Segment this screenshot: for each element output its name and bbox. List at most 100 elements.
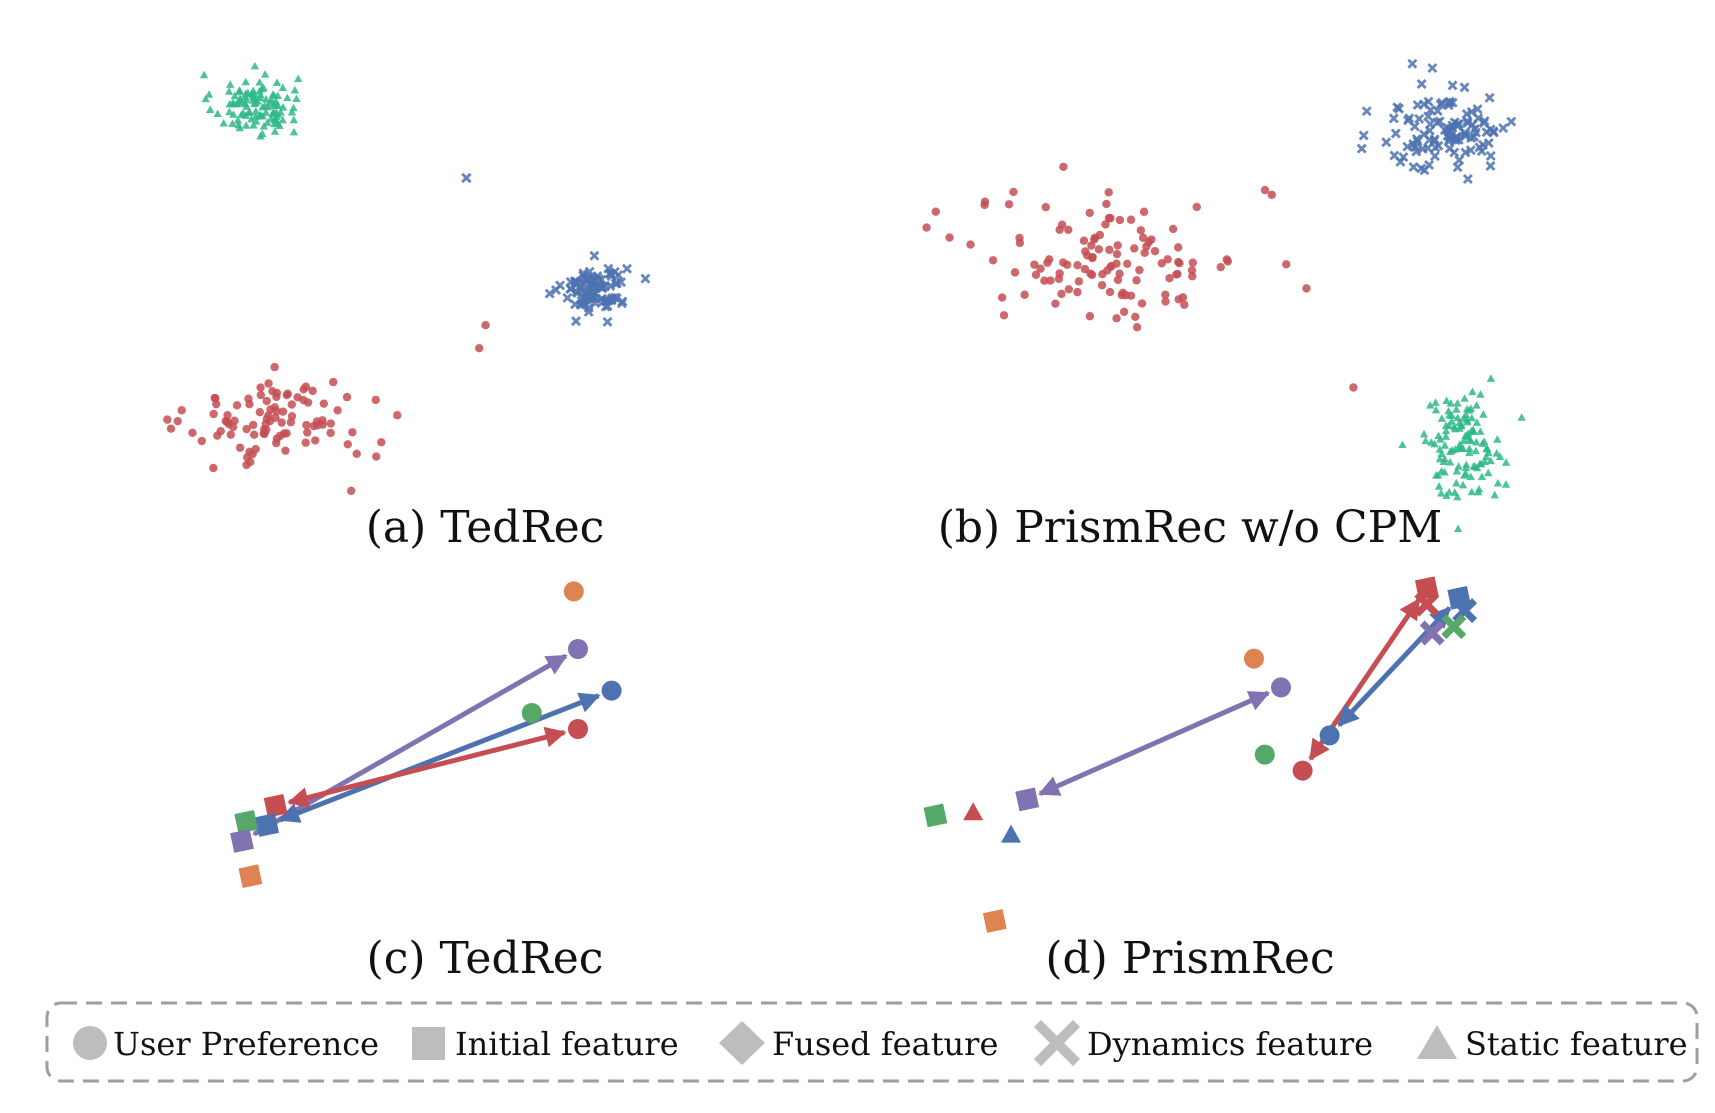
cluster-point <box>1123 259 1132 269</box>
cluster-point <box>289 115 299 124</box>
cluster-point <box>1440 454 1449 463</box>
cluster-point <box>602 316 613 327</box>
cluster-point <box>260 70 270 78</box>
caption-c: (c) TedRec <box>367 933 604 984</box>
cluster-point <box>1465 145 1476 156</box>
cluster-point <box>333 406 342 415</box>
cluster-point <box>1113 241 1122 250</box>
cluster-point <box>1450 488 1460 496</box>
cluster-point <box>1087 241 1096 250</box>
data-point <box>238 864 263 889</box>
cluster-point <box>1492 449 1501 457</box>
cluster-point <box>270 362 279 372</box>
cluster-point <box>1425 401 1435 409</box>
cluster-point <box>1484 92 1495 103</box>
cluster-point <box>251 98 261 107</box>
cluster-point <box>252 117 261 125</box>
cluster-point <box>226 80 235 88</box>
cluster-point <box>228 119 237 127</box>
cluster-point <box>290 85 300 94</box>
cluster-point <box>1020 290 1029 299</box>
cluster-point <box>1101 220 1110 229</box>
cluster-point <box>1157 259 1166 268</box>
cluster-point <box>1484 448 1493 456</box>
cluster-point <box>311 436 320 445</box>
cluster-point <box>590 293 601 304</box>
cluster-point <box>1475 459 1485 468</box>
cluster-point <box>261 108 271 116</box>
cluster-point <box>1131 312 1140 322</box>
cluster-point <box>1435 99 1446 110</box>
data-point <box>963 802 984 821</box>
cluster-point <box>372 452 381 461</box>
caption-a: (a) TedRec <box>366 502 605 553</box>
cluster-point <box>1421 436 1430 445</box>
cluster-point <box>1107 261 1116 271</box>
cluster-point <box>243 453 252 462</box>
cluster-point <box>1216 262 1225 272</box>
cluster-point <box>259 121 269 130</box>
cluster-point <box>1094 245 1104 254</box>
cluster-point <box>1059 162 1068 172</box>
cluster-point <box>1483 444 1492 452</box>
cluster-point <box>247 114 256 123</box>
cluster-point <box>1388 113 1399 124</box>
cluster-point <box>988 256 998 265</box>
cluster-point <box>177 406 186 415</box>
cluster-point <box>1403 115 1413 126</box>
cluster-point <box>1051 299 1060 308</box>
data-point <box>347 486 356 495</box>
cluster-point <box>1009 187 1018 197</box>
cluster-point <box>1477 472 1487 481</box>
cluster-point <box>1137 299 1147 308</box>
cluster-point <box>282 429 291 438</box>
cluster-point <box>221 416 230 426</box>
cluster-point <box>1445 457 1455 466</box>
cluster-point <box>997 293 1007 302</box>
cluster-point <box>228 99 237 107</box>
cluster-point <box>228 422 238 432</box>
cluster-point <box>980 200 989 210</box>
cluster-point <box>273 118 283 127</box>
cluster-point <box>1472 104 1483 115</box>
cluster-point <box>289 103 298 112</box>
cluster-point <box>1150 246 1160 256</box>
cluster-point <box>1073 287 1082 297</box>
cluster-point <box>1450 133 1461 144</box>
cluster-point <box>1444 406 1453 415</box>
data-point <box>982 909 1007 933</box>
cluster-point <box>1132 276 1141 285</box>
cluster-point <box>1501 480 1511 488</box>
cluster-point <box>287 411 297 421</box>
cluster-point <box>278 83 287 91</box>
cluster-point <box>1460 394 1469 402</box>
data-point <box>521 703 542 723</box>
legend-label-initial-feature: Initial feature <box>455 1025 679 1063</box>
cluster-point <box>1432 117 1443 128</box>
cluster-point <box>1105 245 1114 255</box>
cluster-point <box>1057 289 1066 299</box>
caption-d: (d) PrismRec <box>1045 933 1334 984</box>
blue-arrow <box>278 692 601 823</box>
cluster-point <box>188 428 197 438</box>
cluster-point <box>1174 295 1183 304</box>
cluster-point <box>1188 272 1197 281</box>
cluster-point <box>233 116 243 124</box>
cluster-point <box>241 121 251 129</box>
cluster-point <box>640 273 651 284</box>
cluster-point <box>609 266 620 277</box>
data-point <box>263 793 288 818</box>
cluster-point <box>238 97 247 106</box>
cluster-point <box>250 89 259 98</box>
cluster-point <box>249 430 259 439</box>
cluster-point <box>283 93 292 102</box>
cluster-point <box>1472 401 1481 409</box>
cluster-point <box>1472 418 1482 426</box>
cluster-point <box>1398 152 1409 163</box>
cluster-point <box>1467 487 1476 496</box>
data-point <box>1244 648 1264 669</box>
cluster-point <box>352 449 361 459</box>
cluster-point <box>242 102 251 110</box>
cluster-point <box>277 418 286 427</box>
cluster-point <box>309 421 318 431</box>
